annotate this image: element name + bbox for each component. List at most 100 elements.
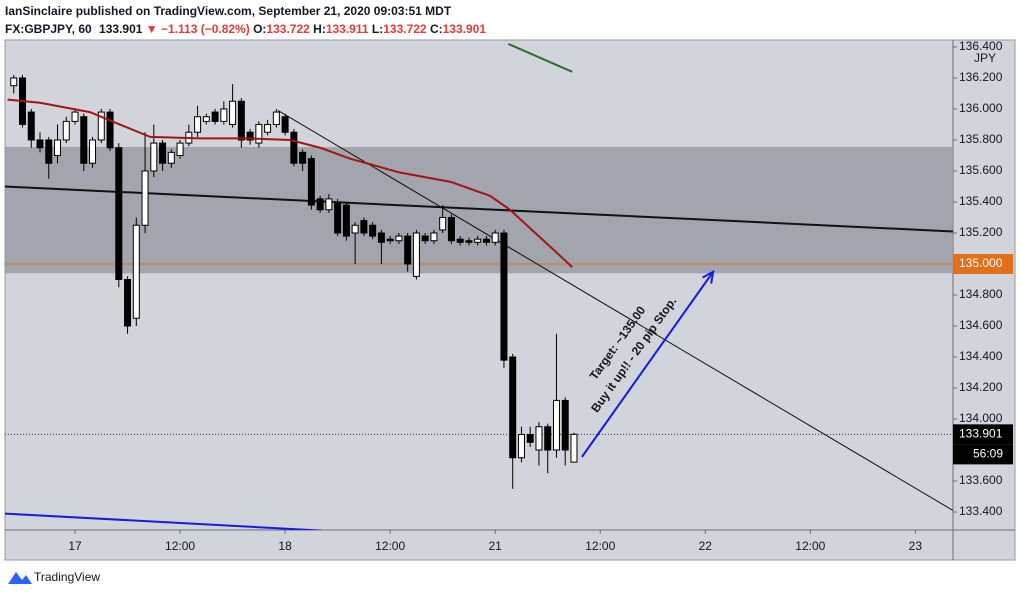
- candle-body: [80, 116, 88, 164]
- candle-body: [360, 220, 368, 234]
- y-tick-label: 136.200: [959, 70, 1003, 84]
- y-tick-label: 135.600: [959, 163, 1003, 177]
- x-tick-label: 23: [909, 539, 923, 553]
- level-box: [953, 253, 1013, 274]
- x-tick-label: 22: [699, 539, 713, 553]
- candle-body: [377, 232, 385, 243]
- current-price-box: [953, 424, 1013, 445]
- trendline: [507, 42, 573, 73]
- candle-body: [552, 399, 560, 451]
- publisher: IanSinclaire published on TradingView.co…: [5, 4, 452, 18]
- arrow-head: [702, 269, 715, 284]
- countdown: 56:09: [973, 447, 1003, 461]
- trendline: [5, 185, 953, 233]
- candle-body: [202, 116, 210, 122]
- y-tick-label: 135.400: [959, 194, 1003, 208]
- candle-body: [62, 120, 70, 141]
- candle-body: [412, 232, 420, 277]
- candle-body: [220, 108, 228, 122]
- candle-body: [124, 278, 132, 327]
- candle-body: [544, 426, 552, 451]
- candle-body: [500, 232, 508, 361]
- current-price-label: 133.901: [959, 427, 1003, 441]
- candle-body: [150, 142, 158, 172]
- quote-line: FX:GBPJPY, 60 133.901 ▼ −1.113 (−0.82%) …: [5, 22, 486, 36]
- y-tick-label: 135.800: [959, 132, 1003, 146]
- candle-body: [561, 399, 569, 451]
- y-tick-label: 134.600: [959, 318, 1003, 332]
- quote-2-label: L:: [372, 22, 383, 36]
- quote-3-value: 133.901: [443, 22, 487, 36]
- candle-body: [237, 100, 245, 141]
- candle-body: [535, 426, 543, 451]
- candle-body: [342, 204, 350, 237]
- candle-body: [421, 235, 429, 242]
- x-tick-label: 18: [278, 539, 292, 553]
- change: ▼ −1.113 (−0.82%): [146, 22, 250, 36]
- candle-body: [482, 238, 490, 243]
- candle-body: [159, 142, 167, 164]
- candle-body: [97, 111, 105, 141]
- candle-body: [264, 123, 272, 133]
- x-tick-label: 12:00: [165, 539, 195, 553]
- y-tick-label: 134.800: [959, 287, 1003, 301]
- quote-1-label: H:: [313, 22, 326, 36]
- candle-body: [115, 147, 123, 280]
- level-label: 135.000: [959, 256, 1003, 270]
- y-tick-label: 134.400: [959, 349, 1003, 363]
- candle-body: [316, 198, 324, 211]
- candle-body: [194, 116, 202, 133]
- plot-area: Buy it up!! - 20 pip Stop.Target: ~135.0…: [5, 42, 953, 530]
- candle-body: [167, 151, 175, 164]
- candle-body: [281, 116, 289, 133]
- candle-body: [456, 238, 464, 243]
- moving-average: [7, 98, 573, 268]
- y-tick-label: 134.200: [959, 380, 1003, 394]
- y-tick-label: 136.000: [959, 101, 1003, 115]
- countdown-box: [953, 444, 1013, 465]
- candle-body: [141, 170, 149, 226]
- axes: 133.400133.600133.800134.000134.200134.4…: [68, 39, 1013, 553]
- quote-1-value: 133.911: [326, 22, 369, 36]
- trendline: [277, 110, 953, 511]
- x-tick-label: 21: [489, 539, 503, 553]
- candle-body: [430, 232, 438, 242]
- candle-body: [351, 224, 359, 234]
- candle-body: [246, 131, 254, 141]
- candle-body: [465, 240, 473, 243]
- candle-body: [509, 356, 517, 459]
- x-tick-label: 12:00: [375, 539, 405, 553]
- last-price: 133.901: [99, 22, 143, 36]
- candle-body: [132, 224, 140, 319]
- symbol: FX:GBPJPY, 60: [5, 22, 92, 36]
- trendline: [5, 512, 322, 530]
- candle-body: [89, 139, 97, 164]
- quote-0-label: O:: [253, 22, 266, 36]
- candle-body: [307, 158, 315, 206]
- quote-3-label: C:: [430, 22, 443, 36]
- candle-body: [255, 123, 263, 144]
- candle-body: [447, 216, 455, 242]
- candle-body: [404, 235, 412, 265]
- candle-body: [517, 434, 525, 459]
- candle-body: [491, 232, 499, 243]
- candle-body: [229, 100, 237, 125]
- chart-panel: [4, 39, 1016, 561]
- y-tick-label: 133.600: [959, 473, 1003, 487]
- arrow: [581, 271, 714, 458]
- candle-body: [45, 139, 53, 164]
- candle-body: [439, 216, 447, 231]
- candle-body: [334, 201, 342, 234]
- candle-body: [395, 235, 403, 242]
- candle-body: [106, 111, 114, 149]
- candle-body: [299, 151, 307, 164]
- logo-icon: [8, 572, 32, 584]
- candle-body: [570, 433, 578, 463]
- candle-body: [369, 224, 377, 237]
- candle-body: [176, 142, 184, 156]
- candle-body: [325, 198, 333, 211]
- candle-body: [272, 111, 280, 125]
- brand-logo: TradingView: [8, 570, 100, 584]
- x-tick-label: 12:00: [585, 539, 615, 553]
